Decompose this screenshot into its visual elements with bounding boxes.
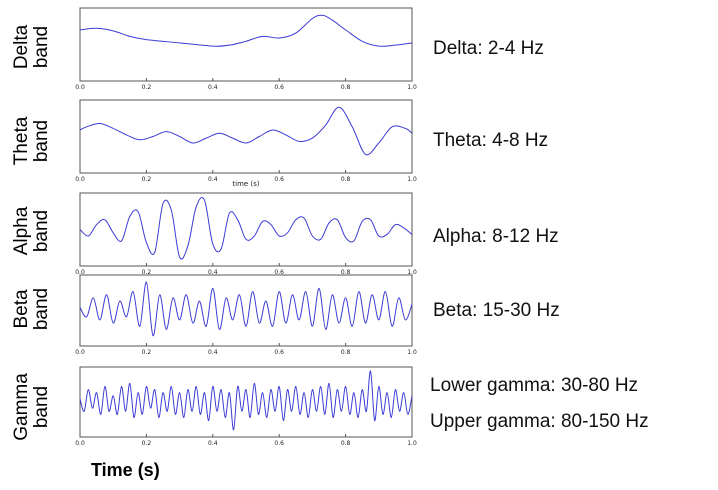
delta-x-tick-label: 0.6: [274, 84, 284, 91]
alpha-y-label-line: band: [31, 210, 52, 252]
alpha-x-tick-label: 0.2: [142, 269, 152, 276]
beta-band-label: Beta: 15-30 Hz: [433, 300, 560, 321]
gamma-y-label-line: Gamma: [11, 373, 32, 441]
lower-gamma-label: Lower gamma: 30-80 Hz: [430, 375, 639, 396]
alpha-x-tick-label: 0.4: [208, 269, 218, 276]
delta-band-label: Delta: 2-4 Hz: [433, 38, 544, 59]
delta-y-label: Delta band: [11, 24, 52, 69]
theta-x-tick-label: 0.0: [75, 176, 85, 183]
gamma-x-tick-label: 0.6: [274, 440, 284, 447]
beta-y-label-line: Beta: [11, 289, 32, 329]
alpha-x-tick-label: 0.8: [341, 269, 351, 276]
theta-signal-line: [79, 106, 413, 156]
upper-gamma-label: Upper gamma: 80-150 Hz: [430, 411, 649, 432]
gamma-y-label: Gamma band: [11, 373, 52, 441]
delta-x-tick-label: 0.4: [208, 84, 218, 91]
beta-x-tick-label: 0.4: [208, 349, 218, 356]
alpha-y-label: Alpha band: [11, 206, 52, 255]
delta-y-label-line: Delta: [11, 24, 32, 69]
gamma-x-tick-label: 1.0: [407, 440, 417, 447]
theta-x-tick-label: 1.0: [407, 176, 417, 183]
theta-y-label: Theta band: [11, 116, 52, 165]
gamma-y-label-line: band: [31, 386, 52, 428]
alpha-band-label: Alpha: 8-12 Hz: [433, 226, 559, 247]
delta-axes-frame: [79, 7, 413, 82]
delta-x-tick-label: 0.0: [75, 84, 85, 91]
gamma-x-tick-label: 0.0: [75, 440, 85, 447]
delta-x-tick-label: 0.8: [341, 84, 351, 91]
beta-x-tick-label: 1.0: [407, 349, 417, 356]
alpha-signal-line: [79, 197, 413, 260]
theta-band-label: Theta: 4-8 Hz: [433, 130, 549, 151]
alpha-x-tick-label: 1.0: [407, 269, 417, 276]
alpha-x-tick-label: 0.6: [274, 269, 284, 276]
beta-x-tick-label: 0.2: [142, 349, 152, 356]
delta-signal-line: [79, 14, 413, 47]
theta-x-tick-label: 0.2: [142, 176, 152, 183]
delta-x-tick-label: 1.0: [407, 84, 417, 91]
alpha-axes-frame: [79, 192, 413, 267]
theta-x-tick-label: 0.8: [341, 176, 351, 183]
theta-axes-frame: [79, 99, 413, 174]
beta-x-tick-label: 0.6: [274, 349, 284, 356]
theta-stray-axis-label: time (s): [232, 180, 259, 188]
beta-x-tick-label: 0.8: [341, 349, 351, 356]
theta-x-tick-label: 0.4: [208, 176, 218, 183]
delta-y-label-line: band: [31, 26, 52, 68]
x-axis-label: Time (s): [91, 460, 160, 480]
theta-x-tick-label: 0.6: [274, 176, 284, 183]
beta-axes-frame: [79, 274, 413, 347]
beta-x-tick-label: 0.0: [75, 349, 85, 356]
alpha-x-tick-label: 0.0: [75, 269, 85, 276]
theta-y-label-line: band: [31, 120, 52, 162]
theta-y-label-line: Theta: [11, 116, 32, 165]
delta-x-tick-label: 0.2: [142, 84, 152, 91]
gamma-x-tick-label: 0.4: [208, 440, 218, 447]
gamma-signal-line: [79, 370, 413, 431]
gamma-x-tick-label: 0.2: [142, 440, 152, 447]
beta-y-label-line: band: [31, 288, 52, 330]
gamma-x-tick-label: 0.8: [341, 440, 351, 447]
alpha-y-label-line: Alpha: [11, 206, 32, 255]
beta-y-label: Beta band: [11, 288, 52, 330]
beta-signal-line: [79, 281, 413, 337]
gamma-axes-frame: [79, 366, 413, 438]
